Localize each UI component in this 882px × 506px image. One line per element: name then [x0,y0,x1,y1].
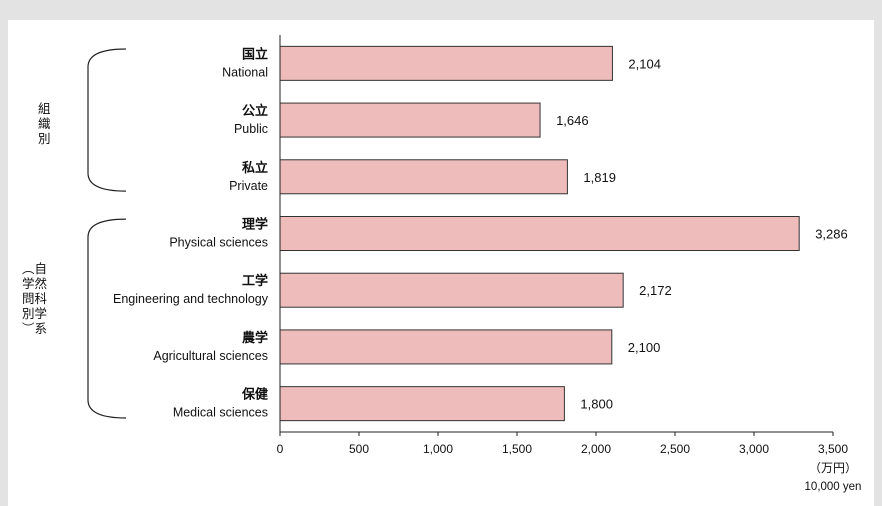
group-bracket [87,218,127,419]
group-label-line: 別学 [22,307,48,321]
category-label-en: Public [234,122,268,136]
category-label-en: Agricultural sciences [153,349,268,363]
bar-physical-sciences [279,216,800,251]
category-label-en: Medical sciences [173,406,268,420]
x-tick-label: 3,000 [739,442,769,456]
group-label-organization: 組織別 [38,102,51,147]
bar-medical-sciences [279,386,565,422]
group-label-natural-science-field: ︵自 学然 問科 別学 ︶系 [22,262,47,337]
bar-engineering-and-technology [279,272,624,308]
group-label-line: 学然 [22,277,48,291]
bar-agricultural-sciences [279,329,613,365]
value-label: 2,172 [639,283,672,298]
category-label-en: Physical sciences [169,236,268,250]
value-label: 1,800 [580,397,613,412]
x-tick-label: 500 [349,442,369,456]
value-label: 2,100 [628,340,661,355]
x-tick-label: 3,500 [818,442,848,456]
category-label-en: Private [229,179,268,193]
category-label-jp: 公立 [242,103,268,118]
group-bracket [87,48,127,192]
category-label-jp: 私立 [242,160,268,175]
category-label-en: National [222,65,268,79]
bar-national [279,45,613,81]
bar-public [279,102,541,138]
category-label-jp: 保健 [241,387,268,402]
group-label-line: ︶系 [22,322,48,336]
group-label-line: 織 [38,117,51,131]
bar-private [279,159,568,195]
value-label: 1,646 [556,113,589,128]
category-label-jp: 国立 [242,46,268,61]
value-label: 2,104 [628,56,661,71]
x-tick-label: 2,500 [660,442,690,456]
category-label-jp: 工学 [242,273,268,288]
category-label-en: Engineering and technology [113,292,269,306]
group-label-line: 別 [38,132,51,146]
x-tick-label: 0 [277,442,284,456]
group-label-line: 組 [38,102,51,116]
group-label-line: 問科 [22,292,48,306]
value-label: 1,819 [583,170,616,185]
unit-label-jp: （万円） [809,461,857,475]
x-tick-label: 1,500 [502,442,532,456]
category-label-jp: 理学 [242,217,268,232]
value-label: 3,286 [815,227,848,242]
x-tick-label: 2,000 [581,442,611,456]
category-label-jp: 農学 [242,330,268,345]
x-tick-label: 1,000 [423,442,453,456]
group-label-line: ︵自 [22,262,48,276]
unit-label-en: 10,000 yen [805,481,862,493]
